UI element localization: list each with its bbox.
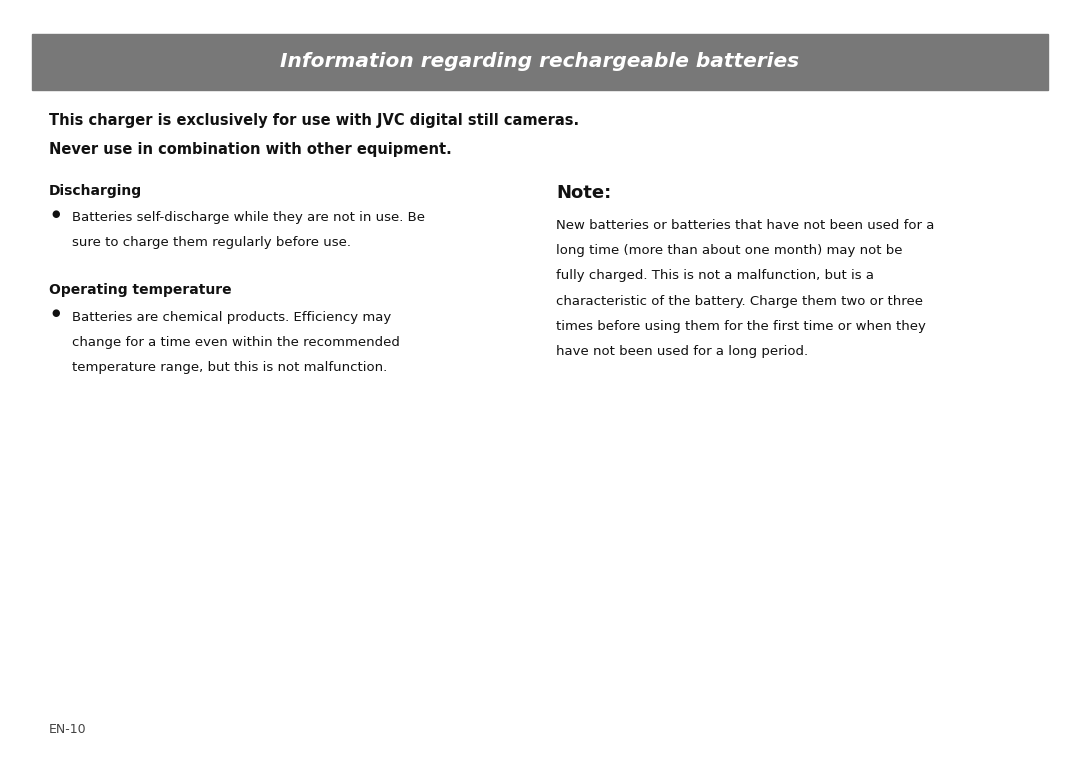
Text: have not been used for a long period.: have not been used for a long period. bbox=[556, 345, 808, 358]
Text: This charger is exclusively for use with JVC digital still cameras.: This charger is exclusively for use with… bbox=[49, 113, 579, 129]
Text: ●: ● bbox=[52, 308, 60, 318]
Text: Never use in combination with other equipment.: Never use in combination with other equi… bbox=[49, 142, 451, 158]
Text: sure to charge them regularly before use.: sure to charge them regularly before use… bbox=[72, 236, 351, 249]
Text: long time (more than about one month) may not be: long time (more than about one month) ma… bbox=[556, 244, 903, 257]
Text: Discharging: Discharging bbox=[49, 184, 141, 197]
Text: EN-10: EN-10 bbox=[49, 723, 86, 736]
FancyBboxPatch shape bbox=[32, 34, 1048, 90]
Text: fully charged. This is not a malfunction, but is a: fully charged. This is not a malfunction… bbox=[556, 269, 874, 282]
Text: Batteries self-discharge while they are not in use. Be: Batteries self-discharge while they are … bbox=[72, 211, 426, 224]
Text: Operating temperature: Operating temperature bbox=[49, 283, 231, 297]
Text: temperature range, but this is not malfunction.: temperature range, but this is not malfu… bbox=[72, 361, 388, 374]
Text: Information regarding rechargeable batteries: Information regarding rechargeable batte… bbox=[281, 53, 799, 71]
Text: times before using them for the first time or when they: times before using them for the first ti… bbox=[556, 320, 926, 333]
Text: Batteries are chemical products. Efficiency may: Batteries are chemical products. Efficie… bbox=[72, 311, 392, 324]
Text: Note:: Note: bbox=[556, 184, 611, 202]
Text: New batteries or batteries that have not been used for a: New batteries or batteries that have not… bbox=[556, 219, 934, 232]
Text: ●: ● bbox=[52, 209, 60, 219]
Text: change for a time even within the recommended: change for a time even within the recomm… bbox=[72, 336, 401, 349]
Text: characteristic of the battery. Charge them two or three: characteristic of the battery. Charge th… bbox=[556, 295, 923, 308]
